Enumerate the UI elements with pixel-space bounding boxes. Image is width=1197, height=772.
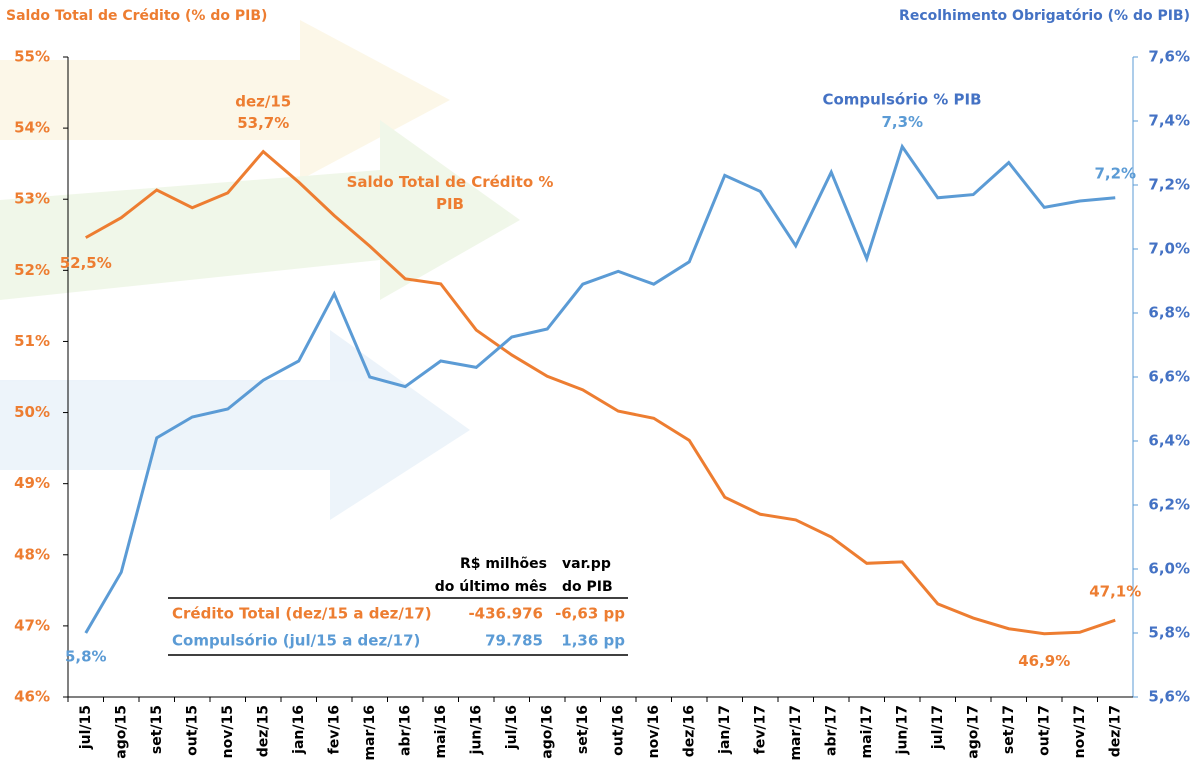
series-name: Compulsório % PIB: [822, 91, 981, 109]
y2-tick-label: 6,0%: [1148, 560, 1190, 578]
y-tick-label: 46%: [14, 688, 50, 706]
y-tick-label: 47%: [14, 616, 50, 634]
data-label: 53,7%: [237, 114, 289, 132]
table-cell: -6,63 pp: [555, 605, 625, 623]
data-label: 46,9%: [1018, 652, 1070, 670]
x-tick-label: dez/17: [1107, 705, 1123, 757]
x-tick-label: jan/17: [717, 705, 733, 755]
table-header: do último mês: [435, 579, 547, 595]
x-tick-label: abr/17: [823, 705, 839, 756]
table-cell: Compulsório (jul/15 a dez/17): [172, 632, 420, 650]
y-tick-label: 48%: [14, 545, 50, 563]
table-header: do PIB: [562, 579, 613, 595]
x-tick-label: set/15: [149, 705, 165, 754]
y-tick-label: 55%: [14, 48, 50, 66]
y2-tick-label: 5,6%: [1148, 688, 1190, 706]
x-tick-label: nov/16: [646, 705, 662, 758]
y2-tick-label: 5,8%: [1148, 624, 1190, 642]
x-tick-label: dez/16: [681, 705, 697, 757]
data-label: 7,3%: [881, 113, 923, 131]
chart: Saldo Total de Crédito (% do PIB) Recolh…: [0, 0, 1197, 772]
table-cell: Crédito Total (dez/15 a dez/17): [172, 605, 432, 623]
x-tick-label: abr/16: [397, 705, 413, 756]
x-tick-label: out/16: [610, 705, 626, 756]
x-tick-label: jun/16: [468, 705, 484, 755]
y2-tick-label: 6,2%: [1148, 496, 1190, 514]
table-cell: -436.976: [468, 605, 543, 623]
y-tick-label: 49%: [14, 474, 50, 492]
y2-axis-title: Recolhimento Obrigatório (% do PIB): [899, 8, 1190, 24]
table-cell: 1,36 pp: [561, 632, 625, 650]
data-label: 7,2%: [1094, 164, 1136, 182]
x-tick-label: mar/16: [362, 705, 378, 761]
y-tick-label: 52%: [14, 261, 50, 279]
annotation-category: dez/15: [235, 93, 291, 111]
y2-tick-label: 7,0%: [1148, 240, 1190, 258]
data-label: 5,8%: [65, 648, 107, 666]
y-tick-label: 50%: [14, 403, 50, 421]
y2-tick-label: 6,8%: [1148, 304, 1190, 322]
data-label: 47,1%: [1089, 583, 1141, 601]
y-axis-title: Saldo Total de Crédito (% do PIB): [6, 8, 267, 24]
x-tick-label: nov/17: [1072, 705, 1088, 758]
table-header: R$ milhões: [460, 556, 547, 572]
x-tick-label: ago/15: [113, 705, 129, 759]
y2-tick-label: 6,4%: [1148, 432, 1190, 450]
y-tick-label: 51%: [14, 332, 50, 350]
x-tick-label: ago/17: [965, 705, 981, 759]
table-cell: 79.785: [485, 632, 543, 650]
x-tick-label: mai/16: [433, 705, 449, 758]
x-tick-label: ago/16: [539, 705, 555, 759]
x-tick-label: nov/15: [220, 705, 236, 758]
x-tick-label: fev/16: [326, 705, 342, 754]
x-tick-label: jul/16: [504, 705, 520, 750]
y-tick-label: 53%: [14, 190, 50, 208]
data-label: 52,5%: [60, 254, 112, 272]
x-tick-label: dez/15: [255, 705, 271, 757]
y2-tick-label: 7,4%: [1148, 112, 1190, 130]
x-tick-label: jul/17: [930, 705, 946, 750]
y2-tick-label: 6,6%: [1148, 368, 1190, 386]
x-tick-label: jun/17: [894, 705, 910, 755]
x-tick-label: jan/16: [291, 705, 307, 755]
x-tick-label: set/17: [1001, 705, 1017, 754]
y-tick-label: 54%: [14, 119, 50, 137]
x-tick-label: mai/17: [859, 705, 875, 758]
y2-tick-label: 7,6%: [1148, 48, 1190, 66]
x-tick-label: jul/15: [78, 705, 94, 750]
x-tick-label: out/17: [1036, 705, 1052, 756]
x-tick-label: fev/17: [752, 705, 768, 754]
x-tick-label: out/15: [184, 705, 200, 756]
x-tick-label: set/16: [575, 705, 591, 754]
x-tick-label: mar/17: [788, 705, 804, 761]
y2-tick-label: 7,2%: [1148, 176, 1190, 194]
table-header: var.pp: [562, 556, 611, 572]
